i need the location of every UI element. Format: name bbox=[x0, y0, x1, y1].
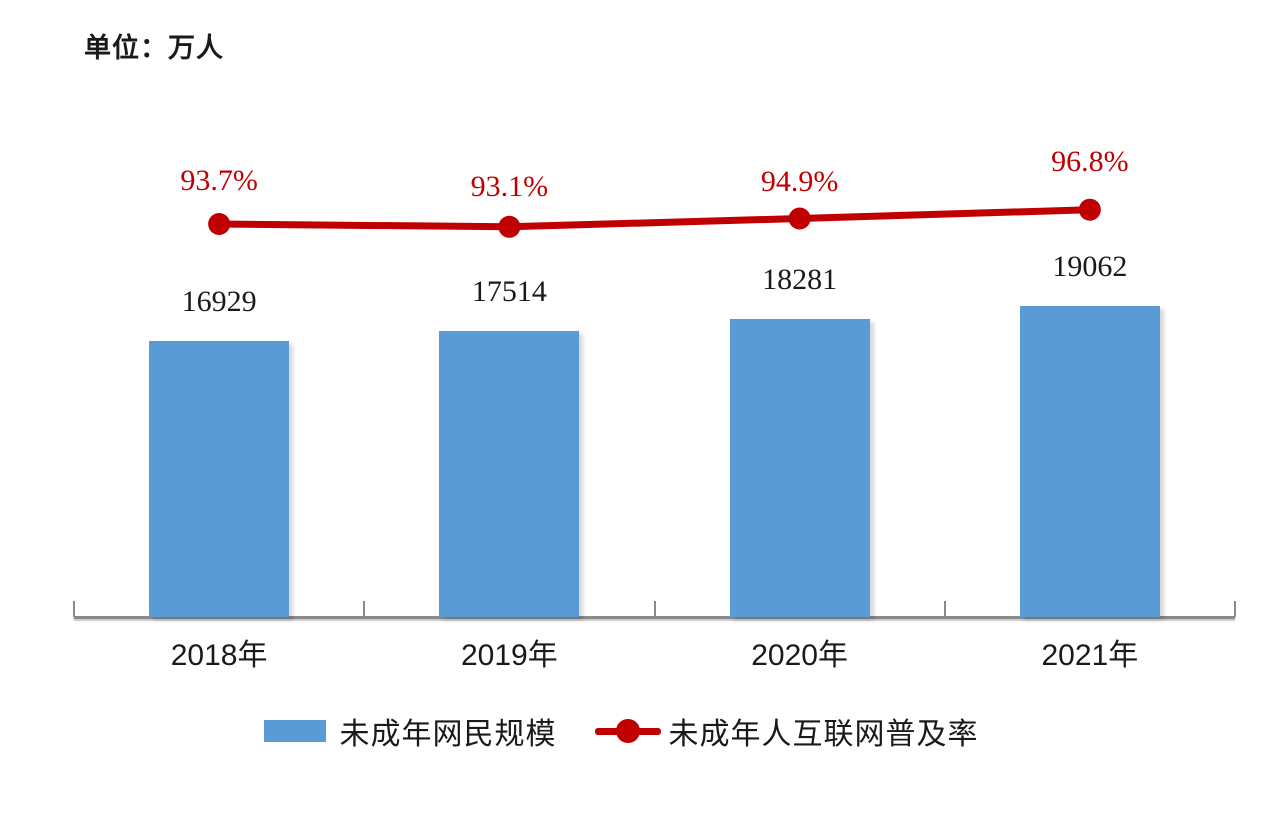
x-category-label: 2021年 bbox=[1041, 639, 1139, 672]
bar bbox=[1019, 306, 1160, 617]
line-value-label: 93.7% bbox=[180, 164, 258, 197]
legend-item-bar-series: 未成年网民规模 bbox=[263, 709, 557, 753]
x-axis-line bbox=[74, 616, 1235, 619]
bar-series-swatch-icon bbox=[263, 720, 326, 742]
x-axis-tick bbox=[653, 601, 656, 617]
x-axis-tick bbox=[943, 601, 946, 617]
legend-label-bar-series: 未成年网民规模 bbox=[339, 718, 557, 751]
legend-dot-sample bbox=[615, 719, 640, 743]
legend-label-line-series: 未成年人互联网普及率 bbox=[668, 718, 979, 751]
bar-value-label: 18281 bbox=[762, 262, 838, 296]
bar bbox=[729, 318, 870, 617]
unit-label: 单位：万人 bbox=[84, 33, 224, 63]
legend: 未成年网民规模 未成年人互联网普及率 bbox=[0, 708, 1264, 754]
line-value-label: 96.8% bbox=[1051, 144, 1129, 178]
bar-value-label: 16929 bbox=[181, 285, 257, 318]
bar bbox=[149, 341, 290, 617]
line-series-marker-icon bbox=[594, 719, 661, 743]
x-axis-tick bbox=[73, 601, 75, 617]
bar-value-label: 19062 bbox=[1052, 250, 1128, 284]
x-axis-tick bbox=[363, 601, 366, 617]
bar bbox=[439, 331, 580, 617]
legend-item-line-series: 未成年人互联网普及率 bbox=[594, 709, 979, 753]
x-category-label: 2018年 bbox=[170, 639, 268, 672]
x-axis-tick bbox=[1234, 601, 1236, 617]
x-category-label: 2019年 bbox=[461, 639, 558, 672]
line-value-label: 93.1% bbox=[470, 169, 549, 203]
x-category-label: 2020年 bbox=[751, 639, 848, 672]
bar-value-label: 17514 bbox=[471, 275, 547, 309]
line-value-label: 94.9% bbox=[760, 165, 839, 199]
